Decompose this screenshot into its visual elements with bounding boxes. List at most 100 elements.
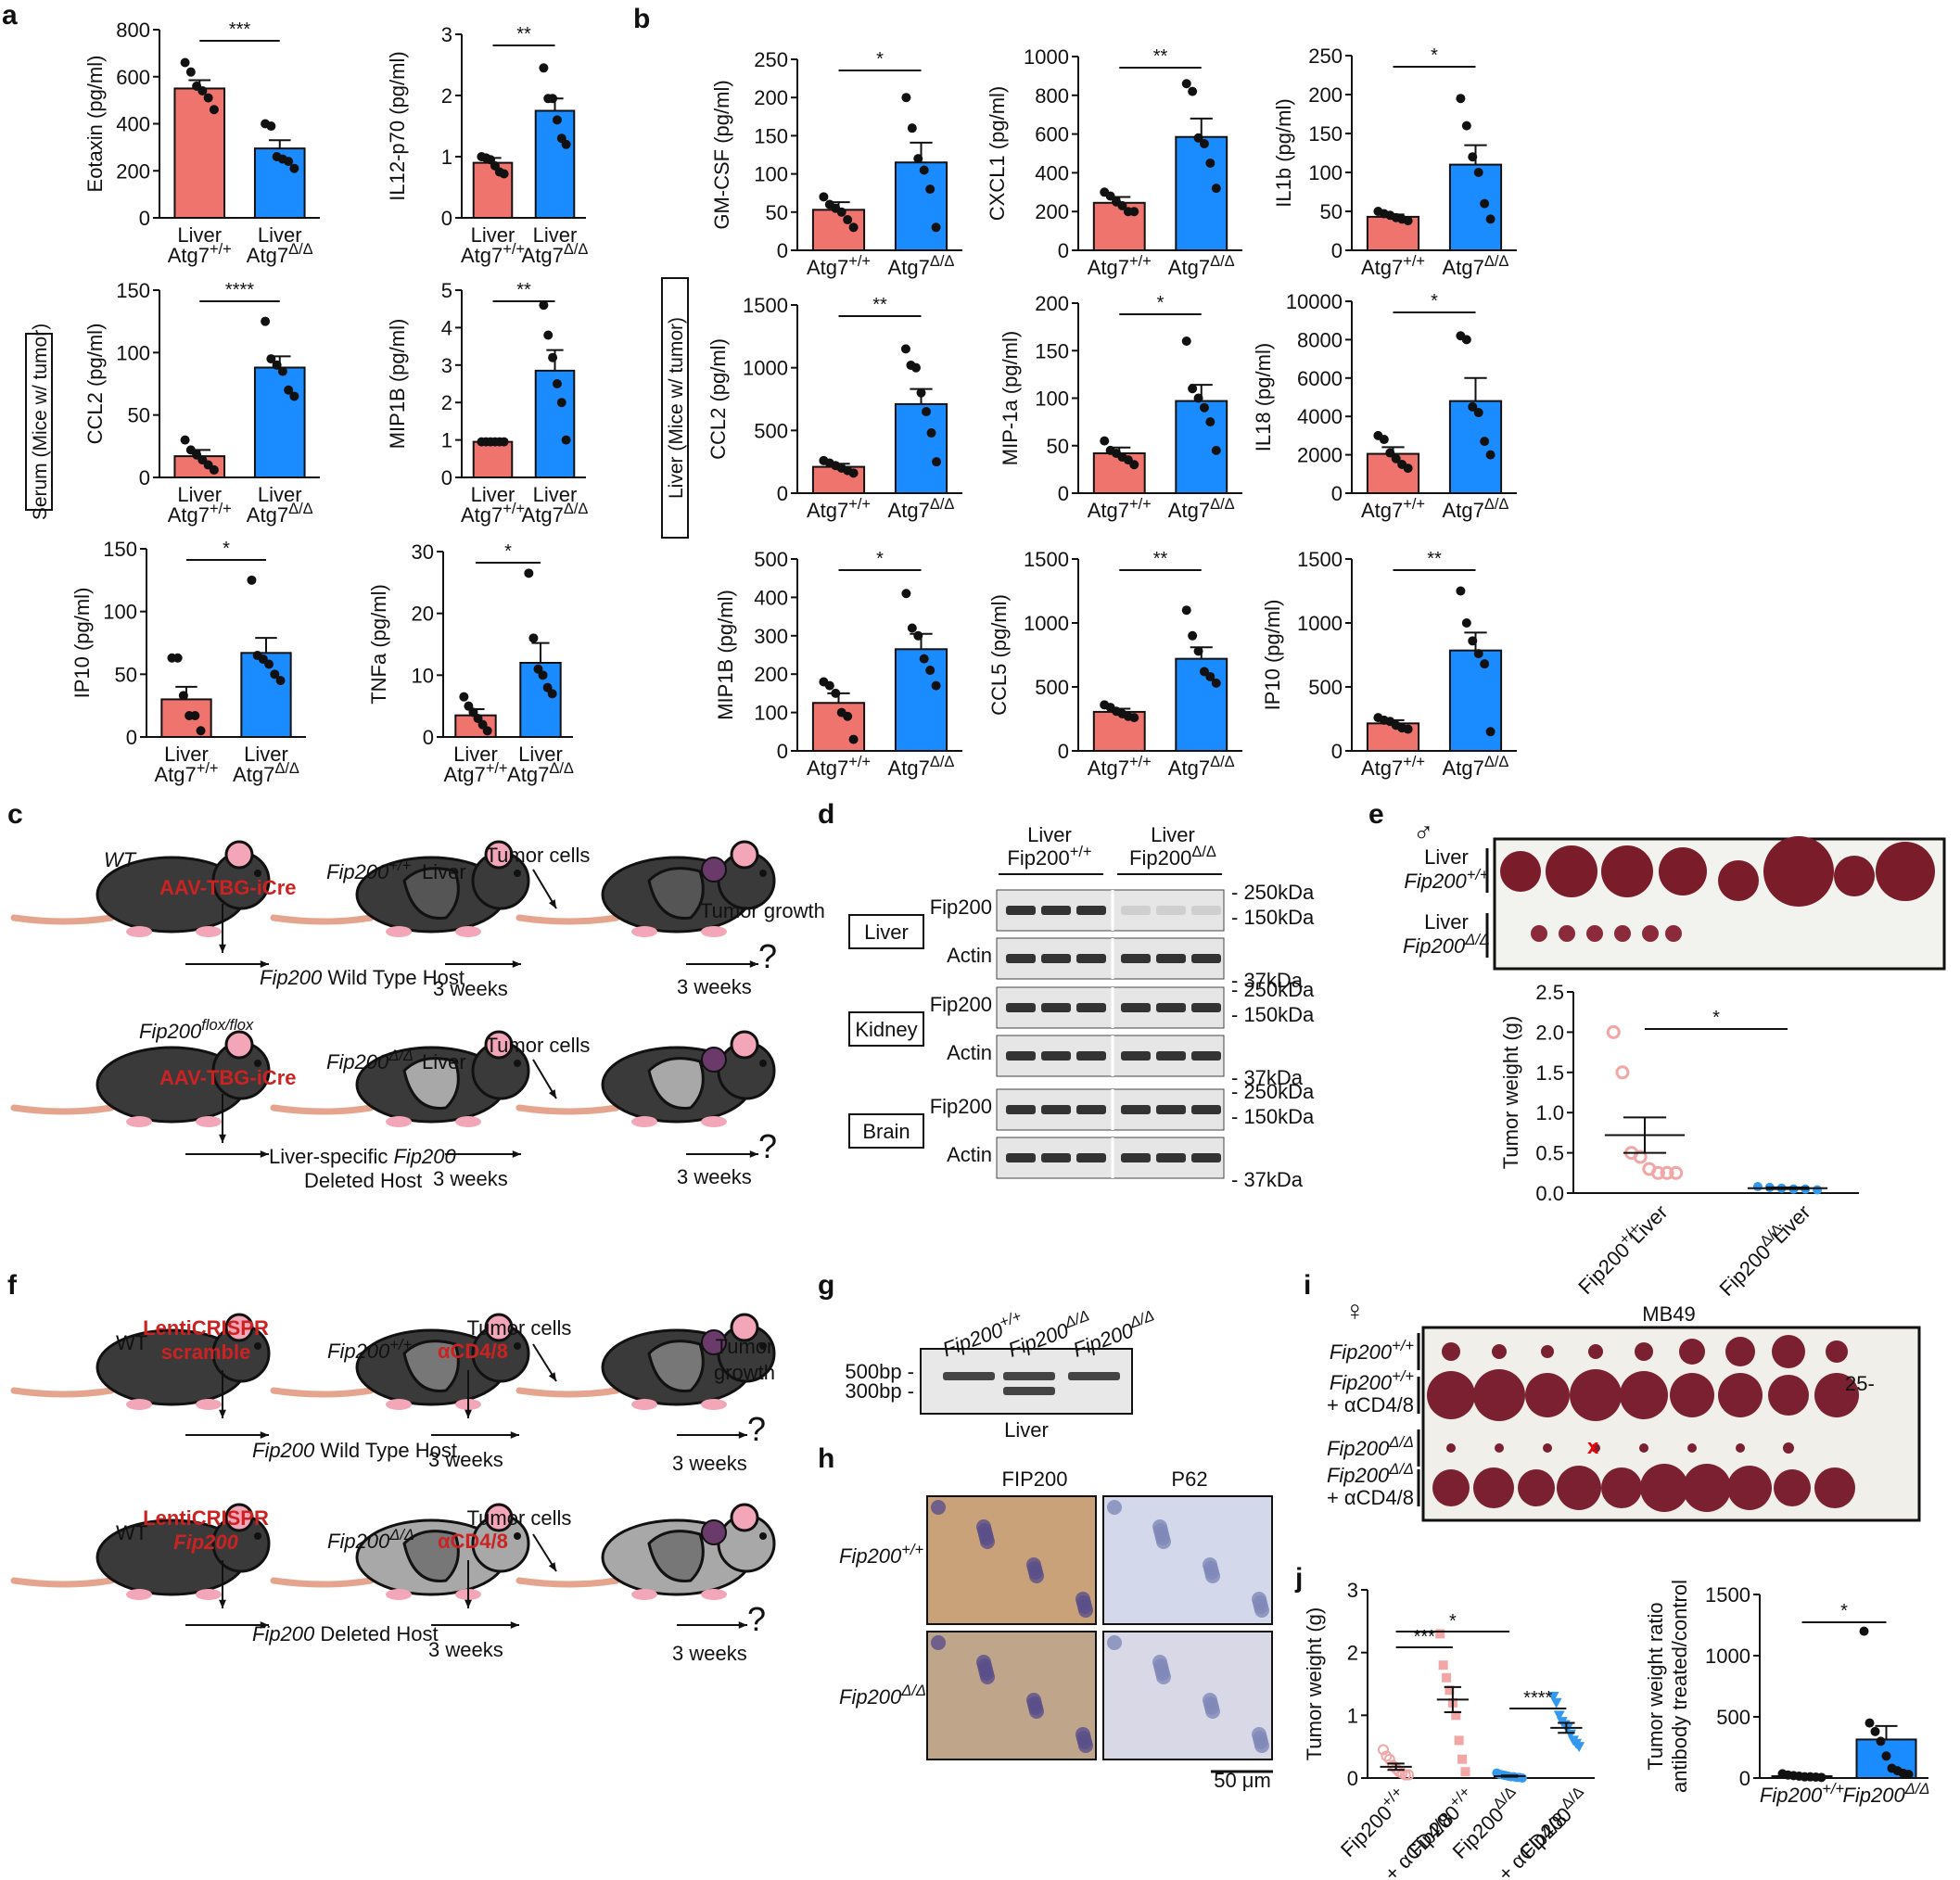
data-point bbox=[190, 710, 200, 720]
data-point bbox=[1456, 94, 1466, 104]
nucleus bbox=[931, 1635, 946, 1650]
data-point bbox=[1480, 198, 1490, 209]
tissue-label: Kidney bbox=[855, 1018, 917, 1041]
y-tick-label: 0 bbox=[1058, 239, 1069, 262]
data-point bbox=[561, 139, 571, 149]
y-tick-label: 150 bbox=[754, 124, 788, 147]
data-point bbox=[1454, 1735, 1464, 1746]
tumor-sample bbox=[1727, 1466, 1772, 1510]
data-point bbox=[1403, 464, 1413, 474]
sig-stars: * bbox=[1712, 1008, 1720, 1028]
data-point bbox=[1385, 448, 1395, 458]
data-point bbox=[185, 67, 196, 77]
data-point bbox=[819, 192, 829, 202]
x-tick-label: Atg7Δ/Δ bbox=[888, 754, 955, 780]
x-tick-label: Atg7+/+ bbox=[1361, 496, 1425, 522]
question-mark: ? bbox=[758, 1127, 777, 1165]
y-tick-label: 1000 bbox=[1297, 612, 1343, 635]
data-point bbox=[284, 385, 294, 395]
x-tick-label: Atg7Δ/Δ bbox=[522, 501, 589, 527]
data-point bbox=[1403, 216, 1413, 226]
y-axis-label: antibody treated/control bbox=[1668, 1580, 1691, 1793]
x-tick-label: Atg7+/+ bbox=[1088, 496, 1152, 522]
data-point bbox=[548, 352, 558, 362]
mouse-f-1-tumor bbox=[515, 1503, 776, 1600]
y-tick-label: 0 bbox=[139, 466, 150, 489]
y-tick-label: 0 bbox=[777, 239, 788, 262]
liver-icon bbox=[647, 867, 705, 920]
chart-j2: 0 500 1000 1500 Tumor weight ratio antibody t… bbox=[1644, 1580, 1930, 1807]
data-point bbox=[1193, 133, 1203, 143]
y-tick-label: 800 bbox=[1035, 84, 1069, 108]
data-point bbox=[1553, 1710, 1565, 1721]
data-point bbox=[1129, 713, 1139, 723]
data-point bbox=[1181, 337, 1191, 346]
bar bbox=[894, 648, 948, 752]
marker-label: - 150kDa bbox=[1231, 1003, 1315, 1026]
tumor-sample bbox=[1492, 1344, 1507, 1359]
y-tick-label: 100 bbox=[103, 601, 137, 624]
gel-caption: Liver bbox=[1004, 1418, 1049, 1442]
nucleus bbox=[976, 1655, 991, 1670]
ihc-row-label: Fip200Δ/Δ bbox=[839, 1683, 926, 1709]
sig-stars: ** bbox=[872, 295, 887, 315]
arrow-head bbox=[548, 1089, 556, 1099]
tissue-label: Liver bbox=[864, 921, 909, 944]
ear bbox=[224, 840, 254, 870]
y-axis-label: CCL5 (pg/ml) bbox=[987, 594, 1011, 716]
bar bbox=[534, 369, 576, 478]
marker-label: - 250kDa bbox=[1231, 881, 1315, 904]
data-point bbox=[1445, 1685, 1455, 1696]
x-tick-label: Fip200+/+ bbox=[1760, 1781, 1845, 1807]
arrow-head bbox=[219, 1409, 226, 1418]
genotype-label: Fip200+/+ bbox=[327, 1337, 413, 1363]
liver-box bbox=[661, 277, 689, 539]
eye bbox=[759, 1060, 767, 1067]
eye bbox=[514, 1532, 521, 1540]
y-tick-label: 30 bbox=[412, 540, 434, 564]
y-tick-label: 2 bbox=[1347, 1642, 1358, 1665]
y-tick-label: 0 bbox=[126, 726, 137, 749]
y-tick-label: 1000 bbox=[1024, 45, 1069, 69]
x-tick-label: Liver bbox=[177, 223, 222, 247]
eye bbox=[254, 1532, 261, 1540]
y-tick-label: 1.5 bbox=[1535, 1061, 1564, 1085]
data-point bbox=[1403, 724, 1413, 734]
arrow-head bbox=[738, 1431, 747, 1439]
nucleus bbox=[1152, 1655, 1167, 1670]
bar bbox=[472, 440, 514, 478]
tumor-sample bbox=[1620, 1371, 1668, 1419]
blot-band bbox=[1006, 954, 1036, 963]
data-point bbox=[459, 692, 469, 702]
tumor-sample bbox=[1495, 1443, 1504, 1453]
blot-band bbox=[1006, 906, 1036, 915]
bar bbox=[1092, 451, 1146, 495]
nucleus bbox=[931, 1500, 946, 1515]
y-axis-label: MIP1B (pg/ml) bbox=[386, 319, 409, 450]
arrow-head bbox=[260, 1150, 269, 1158]
ruler-label: 25- bbox=[1845, 1372, 1875, 1395]
y-axis-label: MIP-1a (pg/ml) bbox=[999, 331, 1022, 465]
data-point bbox=[913, 630, 923, 641]
data-point bbox=[1188, 384, 1198, 394]
blot-band bbox=[1041, 954, 1071, 963]
male-symbol: ♂ bbox=[1413, 818, 1434, 848]
y-tick-label: 200 bbox=[1035, 292, 1069, 315]
blot-band bbox=[1041, 1153, 1071, 1162]
gel bbox=[920, 1348, 1133, 1415]
y-tick-label: 0 bbox=[777, 740, 788, 763]
data-point bbox=[1480, 437, 1490, 447]
gel-band bbox=[1068, 1372, 1120, 1380]
tumor-sample bbox=[1665, 925, 1682, 942]
nucleus bbox=[1075, 1727, 1090, 1742]
y-tick-label: 50 bbox=[1047, 435, 1069, 458]
y-tick-label: 300 bbox=[754, 625, 788, 648]
tumor-sample bbox=[1442, 1342, 1460, 1361]
ihc-row-label: Fip200+/+ bbox=[839, 1542, 924, 1568]
chart-b3: 0 50 100 150 200 250 IL1b (pg/ml) Atg7+/+ Atg7Δ/… bbox=[1272, 44, 1517, 279]
y-tick-label: 3 bbox=[441, 23, 452, 46]
panel-letter-b: b bbox=[633, 4, 650, 34]
tumor-cells-label: Tumor cells bbox=[467, 1506, 572, 1530]
blot-band bbox=[1156, 1003, 1186, 1012]
data-point bbox=[901, 93, 911, 103]
